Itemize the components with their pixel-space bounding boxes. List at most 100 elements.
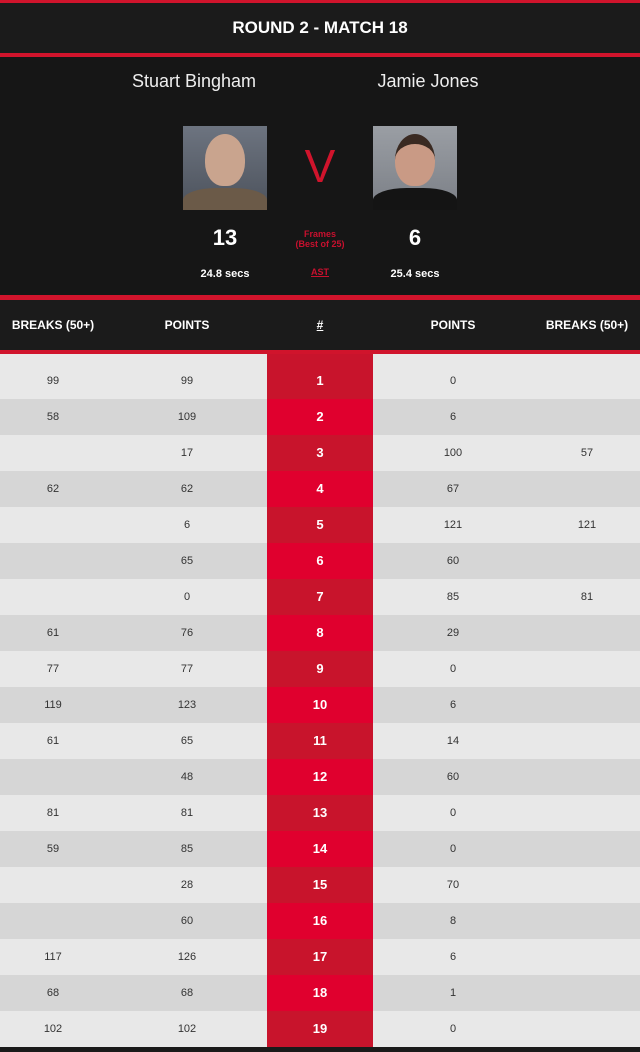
header-frame-number[interactable]: #	[316, 318, 324, 332]
p1-break-cell: 68	[0, 975, 106, 1011]
p1-points-cell: 123	[120, 687, 254, 723]
player1-shot-time: 24.8 secs	[200, 268, 250, 280]
p1-points: 68	[180, 987, 194, 999]
p1-break: 99	[46, 375, 60, 387]
p2-break-cell: 57	[534, 435, 640, 471]
frame-number-cell: 5	[267, 507, 373, 543]
frame-number: 14	[312, 841, 328, 856]
ast-link[interactable]: AST	[311, 267, 329, 277]
p2-points: 29	[446, 627, 460, 639]
p2-break-cell	[534, 615, 640, 651]
table-row: 62 62 4 67	[0, 471, 640, 507]
p1-break-cell	[0, 435, 106, 471]
frame-number: 8	[316, 625, 324, 640]
p2-points-cell: 29	[386, 615, 520, 651]
p2-points-cell: 8	[386, 903, 520, 939]
header-breaks-p2: BREAKS (50+)	[545, 318, 629, 332]
p1-points-cell: 68	[120, 975, 254, 1011]
p2-break: 81	[580, 591, 594, 603]
p1-points-cell: 6	[120, 507, 254, 543]
player2-name[interactable]: Jamie Jones	[377, 71, 479, 91]
p2-points: 85	[446, 591, 460, 603]
p2-break-cell	[534, 399, 640, 435]
p2-break-cell	[534, 363, 640, 399]
table-row: 117 126 17 6	[0, 939, 640, 975]
player2-frames: 6	[408, 225, 422, 250]
p1-points: 17	[180, 447, 194, 459]
p1-break-cell: 81	[0, 795, 106, 831]
top-divider	[0, 0, 640, 3]
p1-points: 28	[180, 879, 194, 891]
p1-points: 65	[180, 555, 194, 567]
p1-break: 102	[43, 1023, 63, 1035]
p2-break-cell	[534, 723, 640, 759]
p2-break-cell	[534, 651, 640, 687]
frame-number-cell: 7	[267, 579, 373, 615]
p2-points: 0	[449, 375, 457, 387]
table-row: 28 15 70	[0, 867, 640, 903]
frame-number-cell: 1	[267, 354, 373, 399]
p2-break: 121	[577, 519, 597, 531]
table-row: 119 123 10 6	[0, 687, 640, 723]
p1-break-cell	[0, 759, 106, 795]
p1-break-cell: 99	[0, 363, 106, 399]
p2-points-cell: 0	[386, 1011, 520, 1047]
p2-points-cell: 121	[386, 507, 520, 543]
player1-photo	[183, 126, 267, 210]
p2-points: 6	[449, 951, 457, 963]
divider	[0, 53, 640, 57]
p1-points-cell: 81	[120, 795, 254, 831]
p1-points: 77	[180, 663, 194, 675]
best-of-text: (Best of 25)	[295, 239, 345, 249]
p2-points-cell: 0	[386, 831, 520, 867]
p1-points: 99	[180, 375, 194, 387]
table-row: 65 6 60	[0, 543, 640, 579]
header-points-p2: POINTS	[430, 318, 476, 332]
p2-points: 0	[449, 663, 457, 675]
frame-number-cell: 12	[267, 759, 373, 795]
p1-points: 109	[177, 411, 197, 423]
frames-label: Frames (Best of 25)	[280, 229, 360, 249]
p1-break-cell: 59	[0, 831, 106, 867]
p1-points: 65	[180, 735, 194, 747]
frame-number-cell: 8	[267, 615, 373, 651]
frame-number: 7	[316, 589, 324, 604]
p1-points-cell: 65	[120, 723, 254, 759]
p1-points: 0	[183, 591, 191, 603]
frame-number: 10	[312, 697, 328, 712]
p1-break-cell: 61	[0, 615, 106, 651]
p1-break: 119	[44, 699, 62, 711]
table-row: 77 77 9 0	[0, 651, 640, 687]
player2-photo	[373, 126, 457, 210]
p2-points-cell: 0	[386, 651, 520, 687]
frame-number: 12	[312, 769, 328, 784]
table-row: 61 76 8 29	[0, 615, 640, 651]
player2-shot-time: 25.4 secs	[390, 268, 440, 280]
p1-break: 58	[46, 411, 60, 423]
frames-table: 99 99 1 0 58 109 2 6 17 3 100 57 62 62 4 67 6 5 121 121 65 6 6…	[0, 354, 640, 1047]
p1-points-cell: 60	[120, 903, 254, 939]
table-row: 61 65 11 14	[0, 723, 640, 759]
frame-number-cell: 11	[267, 723, 373, 759]
player1-name[interactable]: Stuart Bingham	[131, 71, 257, 91]
p1-break-cell: 62	[0, 471, 106, 507]
frame-number-cell: 6	[267, 543, 373, 579]
p1-break-cell: 61	[0, 723, 106, 759]
p2-break-cell: 81	[534, 579, 640, 615]
match-title: ROUND 2 - MATCH 18	[0, 3, 640, 53]
p2-points-cell: 0	[386, 795, 520, 831]
p1-break-cell	[0, 579, 106, 615]
frame-number: 6	[316, 553, 324, 568]
frame-number: 15	[312, 877, 328, 892]
p1-break-cell: 58	[0, 399, 106, 435]
p1-break-cell: 77	[0, 651, 106, 687]
p1-points-cell: 77	[120, 651, 254, 687]
p2-points: 60	[446, 771, 460, 783]
table-row: 102 102 19 0	[0, 1011, 640, 1047]
p2-points: 0	[449, 843, 457, 855]
p1-break: 59	[46, 843, 60, 855]
table-row: 17 3 100 57	[0, 435, 640, 471]
p2-break-cell	[534, 759, 640, 795]
p1-points: 126	[177, 951, 197, 963]
p2-break-cell	[534, 471, 640, 507]
